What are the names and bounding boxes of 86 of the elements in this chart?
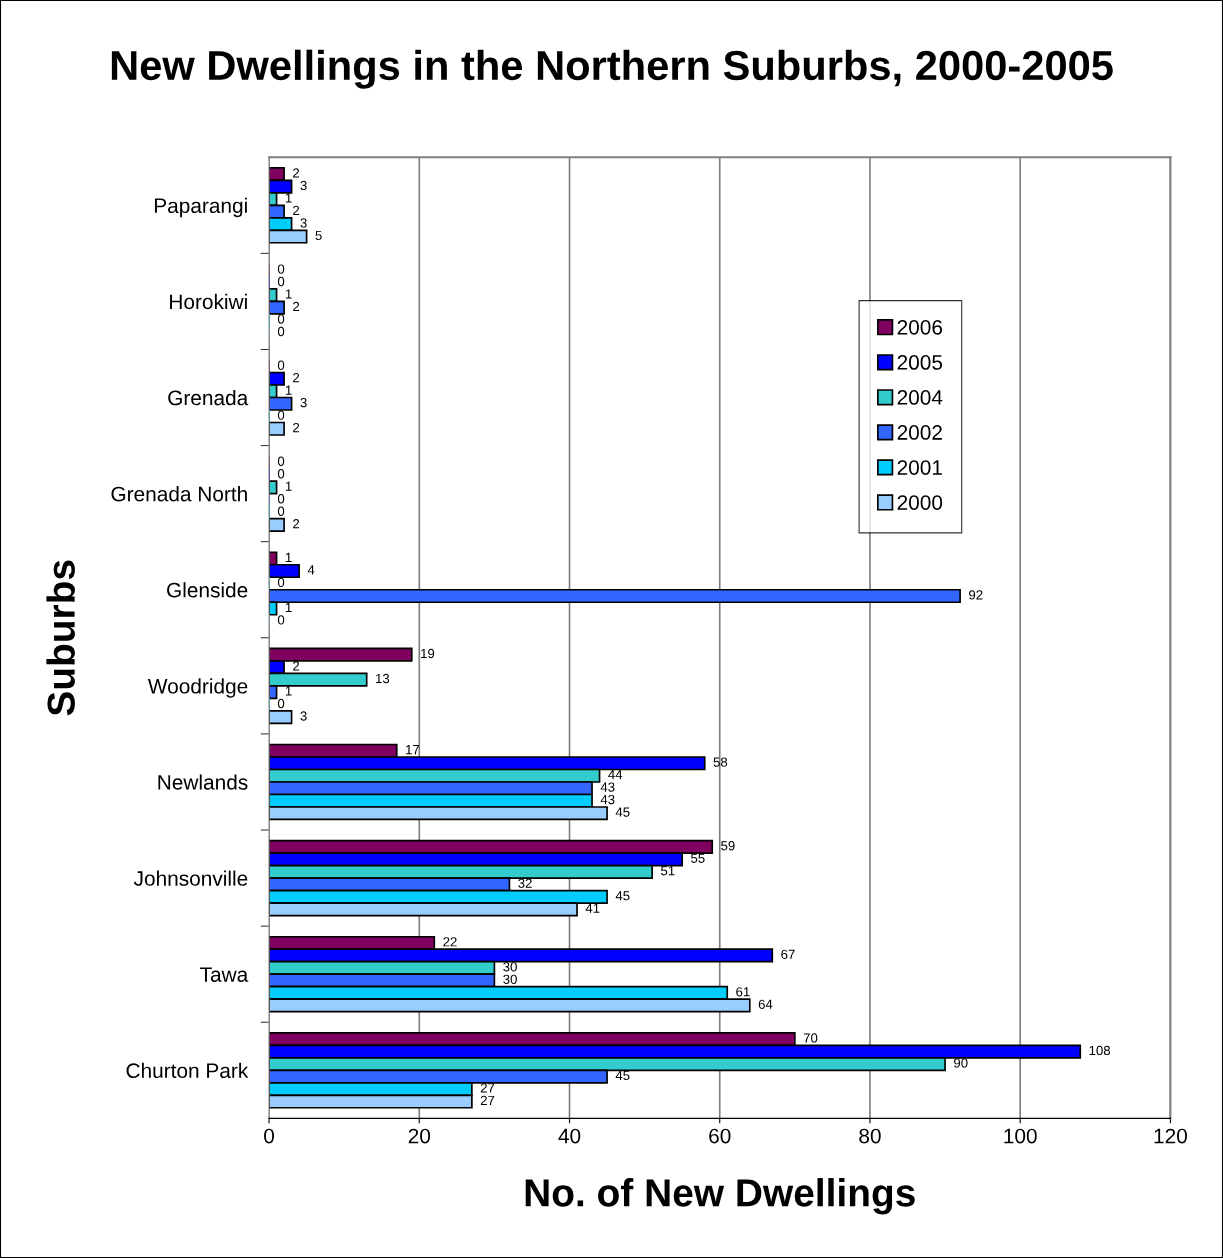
data-label: 27 [480,1083,495,1093]
legend-label: 2001 [897,460,942,475]
data-label: 45 [615,891,630,901]
data-label: 1 [285,481,292,491]
data-label: 64 [758,999,773,1009]
data-label: 43 [600,794,615,805]
y-tick-label: Horokiwi [170,293,247,310]
data-label: 22 [443,937,457,947]
y-tick-label: Paparangi [154,197,247,218]
y-tick-label: Tawa [200,967,249,982]
y-tick-label: Churton Park [126,1062,249,1079]
y-tick-label: Grenada North [111,486,247,502]
data-label: 4 [307,565,315,575]
data-label: 2 [293,168,300,178]
data-label: 67 [781,949,795,959]
y-tick-label: Newlands [158,774,248,790]
data-label: 0 [277,410,285,420]
data-label: 1 [285,602,292,612]
data-label: 27 [480,1095,495,1105]
data-label: 1 [285,686,292,696]
x-tick-label: 100 [1004,1128,1037,1144]
data-label: 3 [300,397,307,408]
chart-title: New Dwellings in the Northern Suburbs, 2000-2005 [111,49,1113,89]
data-label: 44 [608,770,623,780]
data-label: 32 [518,878,532,888]
data-label: 19 [421,648,435,659]
data-label: 0 [277,456,285,466]
data-label: 2 [293,205,300,215]
data-label: 5 [315,230,322,241]
x-axis-title: No. of New Dwellings [525,1178,915,1215]
y-tick-label: Woodridge [147,678,248,698]
data-label: 2 [293,519,300,529]
data-label: 58 [713,757,728,767]
data-label: 55 [691,853,705,863]
data-label: 45 [615,1070,630,1081]
data-label: 1 [285,289,292,299]
data-label: 0 [277,494,285,504]
data-label: 0 [277,360,285,370]
data-label: 3 [300,218,307,228]
data-label: 59 [721,841,735,851]
data-label: 13 [376,673,390,684]
data-label: 41 [585,903,600,913]
x-tick-label: 120 [1154,1128,1187,1144]
data-label: 3 [300,711,307,721]
data-label: 0 [277,314,285,324]
x-tick-label: 20 [408,1128,431,1144]
legend-label: 2005 [897,355,943,370]
data-label: 2 [293,301,300,312]
data-label: 0 [277,506,285,516]
data-label: 1 [285,385,292,395]
y-axis-title: Suburbs [46,560,75,716]
data-label: 0 [277,276,285,287]
data-label: 2 [293,372,300,383]
legend-label: 2002 [897,425,942,440]
legend-label: 2000 [897,495,943,510]
data-label: 43 [600,782,615,792]
data-label: 90 [954,1058,968,1068]
data-label: 0 [277,698,285,709]
data-label: 1 [285,552,292,562]
data-label: 30 [503,974,517,984]
data-label: 17 [406,745,420,755]
data-label: 0 [277,577,285,588]
data-label: 0 [277,264,285,274]
data-label: 70 [803,1033,818,1043]
data-label: 0 [277,326,285,337]
y-tick-label: Grenada [168,389,249,406]
x-tick-label: 40 [558,1128,581,1144]
data-label: 3 [300,180,307,191]
data-label: 92 [969,590,983,600]
data-label: 0 [277,469,285,479]
data-label: 51 [661,866,675,876]
legend-label: 2004 [897,390,943,405]
x-tick-label: 60 [709,1128,731,1144]
data-label: 2 [293,661,300,671]
data-label: 30 [503,962,517,972]
data-label: 108 [1089,1045,1111,1056]
y-tick-label: Glenside [167,582,248,598]
data-label: 61 [736,987,750,997]
legend-label: 2006 [897,319,943,335]
data-label: 2 [293,422,300,433]
x-tick-label: 80 [859,1128,881,1144]
x-tick-label: 0 [264,1128,275,1144]
data-label: 1 [285,193,292,203]
y-tick-label: Johnsonville [133,870,248,886]
data-label: 45 [615,807,630,817]
data-label: 0 [277,615,285,625]
